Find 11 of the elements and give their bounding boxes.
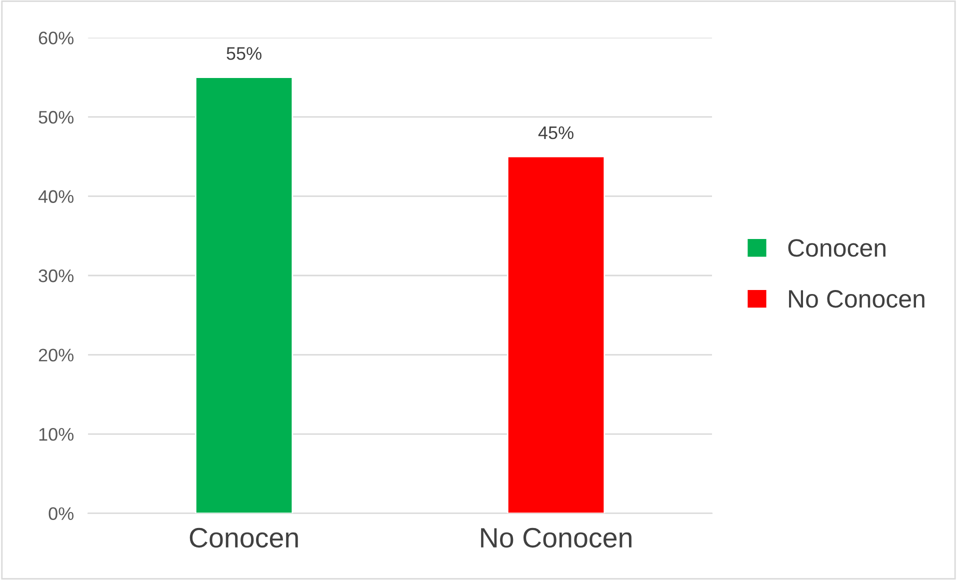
legend-label: No Conocen bbox=[789, 290, 924, 308]
y-tick-label: 20% bbox=[38, 348, 74, 362]
data-label: 55% bbox=[226, 47, 262, 60]
y-tick-label: 40% bbox=[38, 190, 74, 203]
y-tick-label: 50% bbox=[38, 110, 74, 124]
y-tick-label: 30% bbox=[38, 269, 74, 282]
data-label: 45% bbox=[538, 126, 574, 140]
y-tick-label: 60% bbox=[38, 32, 74, 44]
legend-label: Conocen bbox=[788, 239, 886, 257]
y-tick-label: 10% bbox=[39, 428, 74, 441]
y-tick-label: 0% bbox=[48, 507, 74, 520]
